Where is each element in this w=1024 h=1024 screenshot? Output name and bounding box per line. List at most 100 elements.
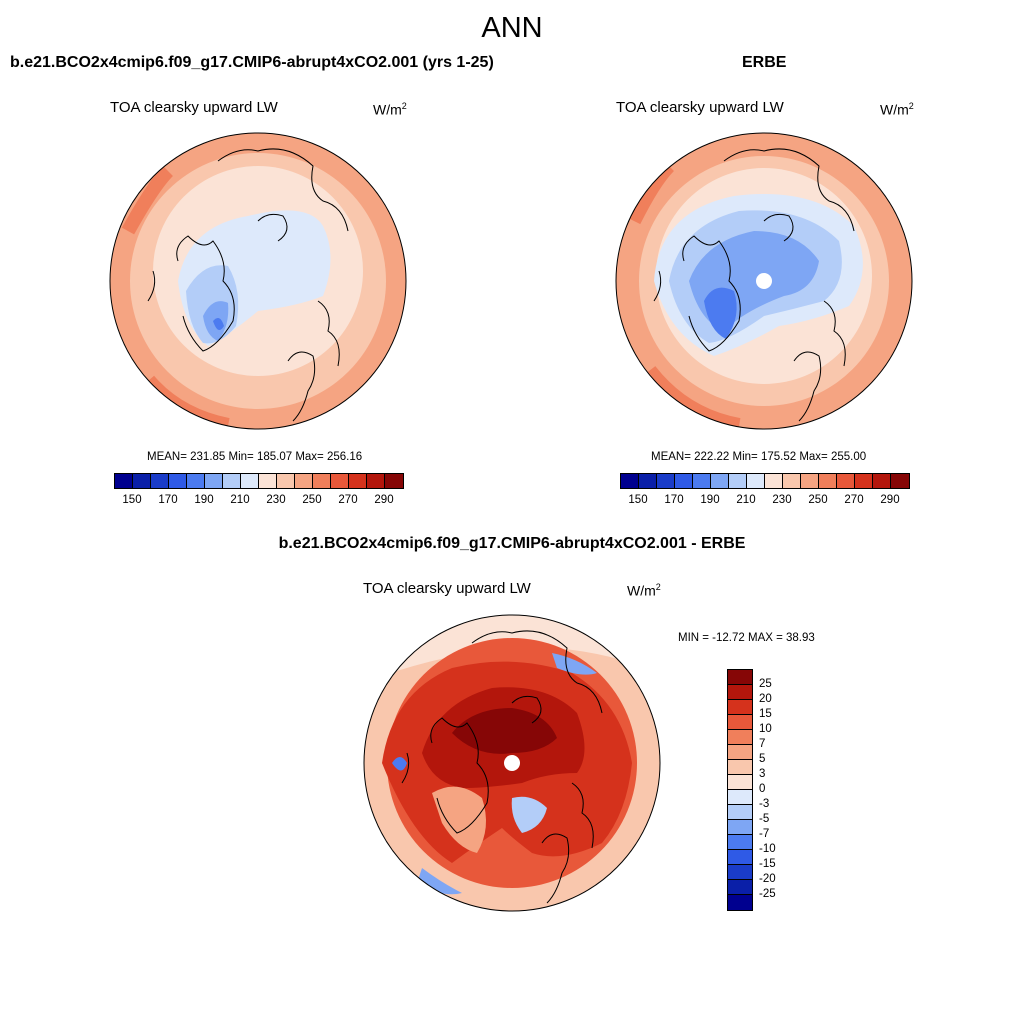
- colorbar-swatch: [728, 730, 752, 745]
- diff-colorbar: [727, 669, 753, 911]
- model-variable-label: TOA clearsky upward LW: [110, 99, 278, 116]
- colorbar-swatch: [331, 474, 349, 488]
- diff-colorbar-labels: 25 20 15 10 7 5 3 0 -3 -5 -7 -10 -15 -20 -25: [759, 669, 799, 911]
- colorbar-swatch: [621, 474, 639, 488]
- colorbar-swatch: [277, 474, 295, 488]
- colorbar-tick-label: 250: [808, 494, 828, 506]
- colorbar-tick-label: 190: [194, 494, 214, 506]
- colorbar-swatch: [728, 745, 752, 760]
- colorbar-swatch: [313, 474, 331, 488]
- obs-panel-title: ERBE: [742, 54, 787, 71]
- colorbar-swatch: [367, 474, 385, 488]
- colorbar-tick-label: 5: [759, 753, 766, 765]
- diff-variable-label: TOA clearsky upward LW: [363, 580, 531, 597]
- colorbar-tick-label: 290: [880, 494, 900, 506]
- colorbar-tick-label: 3: [759, 768, 766, 780]
- colorbar-tick-label: 190: [700, 494, 720, 506]
- colorbar-tick-label: 15: [759, 708, 772, 720]
- model-units: W/m2: [373, 101, 407, 118]
- colorbar-tick-label: 230: [266, 494, 286, 506]
- colorbar-tick-label: -3: [759, 798, 770, 810]
- coastlines-icon: [653, 148, 855, 422]
- colorbar-swatch: [693, 474, 711, 488]
- colorbar-swatch: [819, 474, 837, 488]
- coastlines-icon: [147, 148, 349, 422]
- diff-stats: MIN = -12.72 MAX = 38.93: [678, 632, 815, 644]
- colorbar-swatch: [728, 775, 752, 790]
- colorbar-tick-label: 0: [759, 783, 766, 795]
- colorbar-swatch: [169, 474, 187, 488]
- colorbar-tick-label: 25: [759, 678, 772, 690]
- diff-panel-title: b.e21.BCO2x4cmip6.f09_g17.CMIP6-abrupt4x…: [278, 535, 746, 552]
- colorbar-swatch: [837, 474, 855, 488]
- colorbar-swatch: [728, 685, 752, 700]
- colorbar-swatch: [728, 880, 752, 895]
- colorbar-swatch: [205, 474, 223, 488]
- colorbar-swatch: [728, 895, 752, 910]
- colorbar-swatch: [728, 670, 752, 685]
- colorbar-swatch: [223, 474, 241, 488]
- colorbar-tick-label: 150: [122, 494, 142, 506]
- colorbar-tick-label: 210: [736, 494, 756, 506]
- colorbar-tick-label: -10: [759, 843, 776, 855]
- colorbar-tick-label: -20: [759, 873, 776, 885]
- colorbar-tick-label: 10: [759, 723, 772, 735]
- colorbar-swatch: [728, 760, 752, 775]
- colorbar-swatch: [349, 474, 367, 488]
- obs-polar-map: [615, 132, 913, 430]
- colorbar-swatch: [855, 474, 873, 488]
- model-colorbar-labels: 150 170 190 210 230 250 270 290: [114, 494, 402, 510]
- colorbar-swatch: [259, 474, 277, 488]
- obs-colorbar: [620, 473, 910, 489]
- colorbar-swatch: [187, 474, 205, 488]
- colorbar-tick-label: 170: [664, 494, 684, 506]
- colorbar-swatch: [728, 865, 752, 880]
- colorbar-swatch: [728, 850, 752, 865]
- colorbar-swatch: [385, 474, 403, 488]
- obs-variable-label: TOA clearsky upward LW: [616, 99, 784, 116]
- colorbar-tick-label: 150: [628, 494, 648, 506]
- season-title: ANN: [481, 12, 543, 44]
- model-panel-title: b.e21.BCO2x4cmip6.f09_g17.CMIP6-abrupt4x…: [10, 54, 494, 71]
- colorbar-tick-label: 7: [759, 738, 766, 750]
- colorbar-swatch: [115, 474, 133, 488]
- colorbar-tick-label: 20: [759, 693, 772, 705]
- colorbar-swatch: [728, 715, 752, 730]
- colorbar-swatch: [783, 474, 801, 488]
- diff-polar-map: [363, 614, 661, 912]
- colorbar-swatch: [295, 474, 313, 488]
- colorbar-tick-label: 250: [302, 494, 322, 506]
- colorbar-swatch: [873, 474, 891, 488]
- colorbar-swatch: [728, 700, 752, 715]
- model-stats: MEAN= 231.85 Min= 185.07 Max= 256.16: [147, 451, 363, 463]
- colorbar-tick-label: 270: [844, 494, 864, 506]
- colorbar-swatch: [729, 474, 747, 488]
- colorbar-swatch: [639, 474, 657, 488]
- obs-colorbar-labels: 150 170 190 210 230 250 270 290: [620, 494, 908, 510]
- colorbar-swatch: [728, 790, 752, 805]
- colorbar-swatch: [728, 820, 752, 835]
- colorbar-swatch: [801, 474, 819, 488]
- colorbar-swatch: [728, 835, 752, 850]
- model-colorbar: [114, 473, 404, 489]
- model-polar-map: [109, 132, 407, 430]
- colorbar-swatch: [675, 474, 693, 488]
- colorbar-tick-label: 270: [338, 494, 358, 506]
- obs-units: W/m2: [880, 101, 914, 118]
- colorbar-swatch: [151, 474, 169, 488]
- colorbar-swatch: [241, 474, 259, 488]
- colorbar-tick-label: 170: [158, 494, 178, 506]
- colorbar-tick-label: 230: [772, 494, 792, 506]
- diff-units: W/m2: [627, 582, 661, 599]
- colorbar-tick-label: -15: [759, 858, 776, 870]
- colorbar-swatch: [728, 805, 752, 820]
- colorbar-tick-label: -5: [759, 813, 770, 825]
- colorbar-tick-label: -7: [759, 828, 770, 840]
- coastlines-icon: [401, 630, 603, 904]
- colorbar-swatch: [711, 474, 729, 488]
- colorbar-swatch: [765, 474, 783, 488]
- colorbar-tick-label: -25: [759, 888, 776, 900]
- colorbar-tick-label: 290: [374, 494, 394, 506]
- colorbar-tick-label: 210: [230, 494, 250, 506]
- colorbar-swatch: [657, 474, 675, 488]
